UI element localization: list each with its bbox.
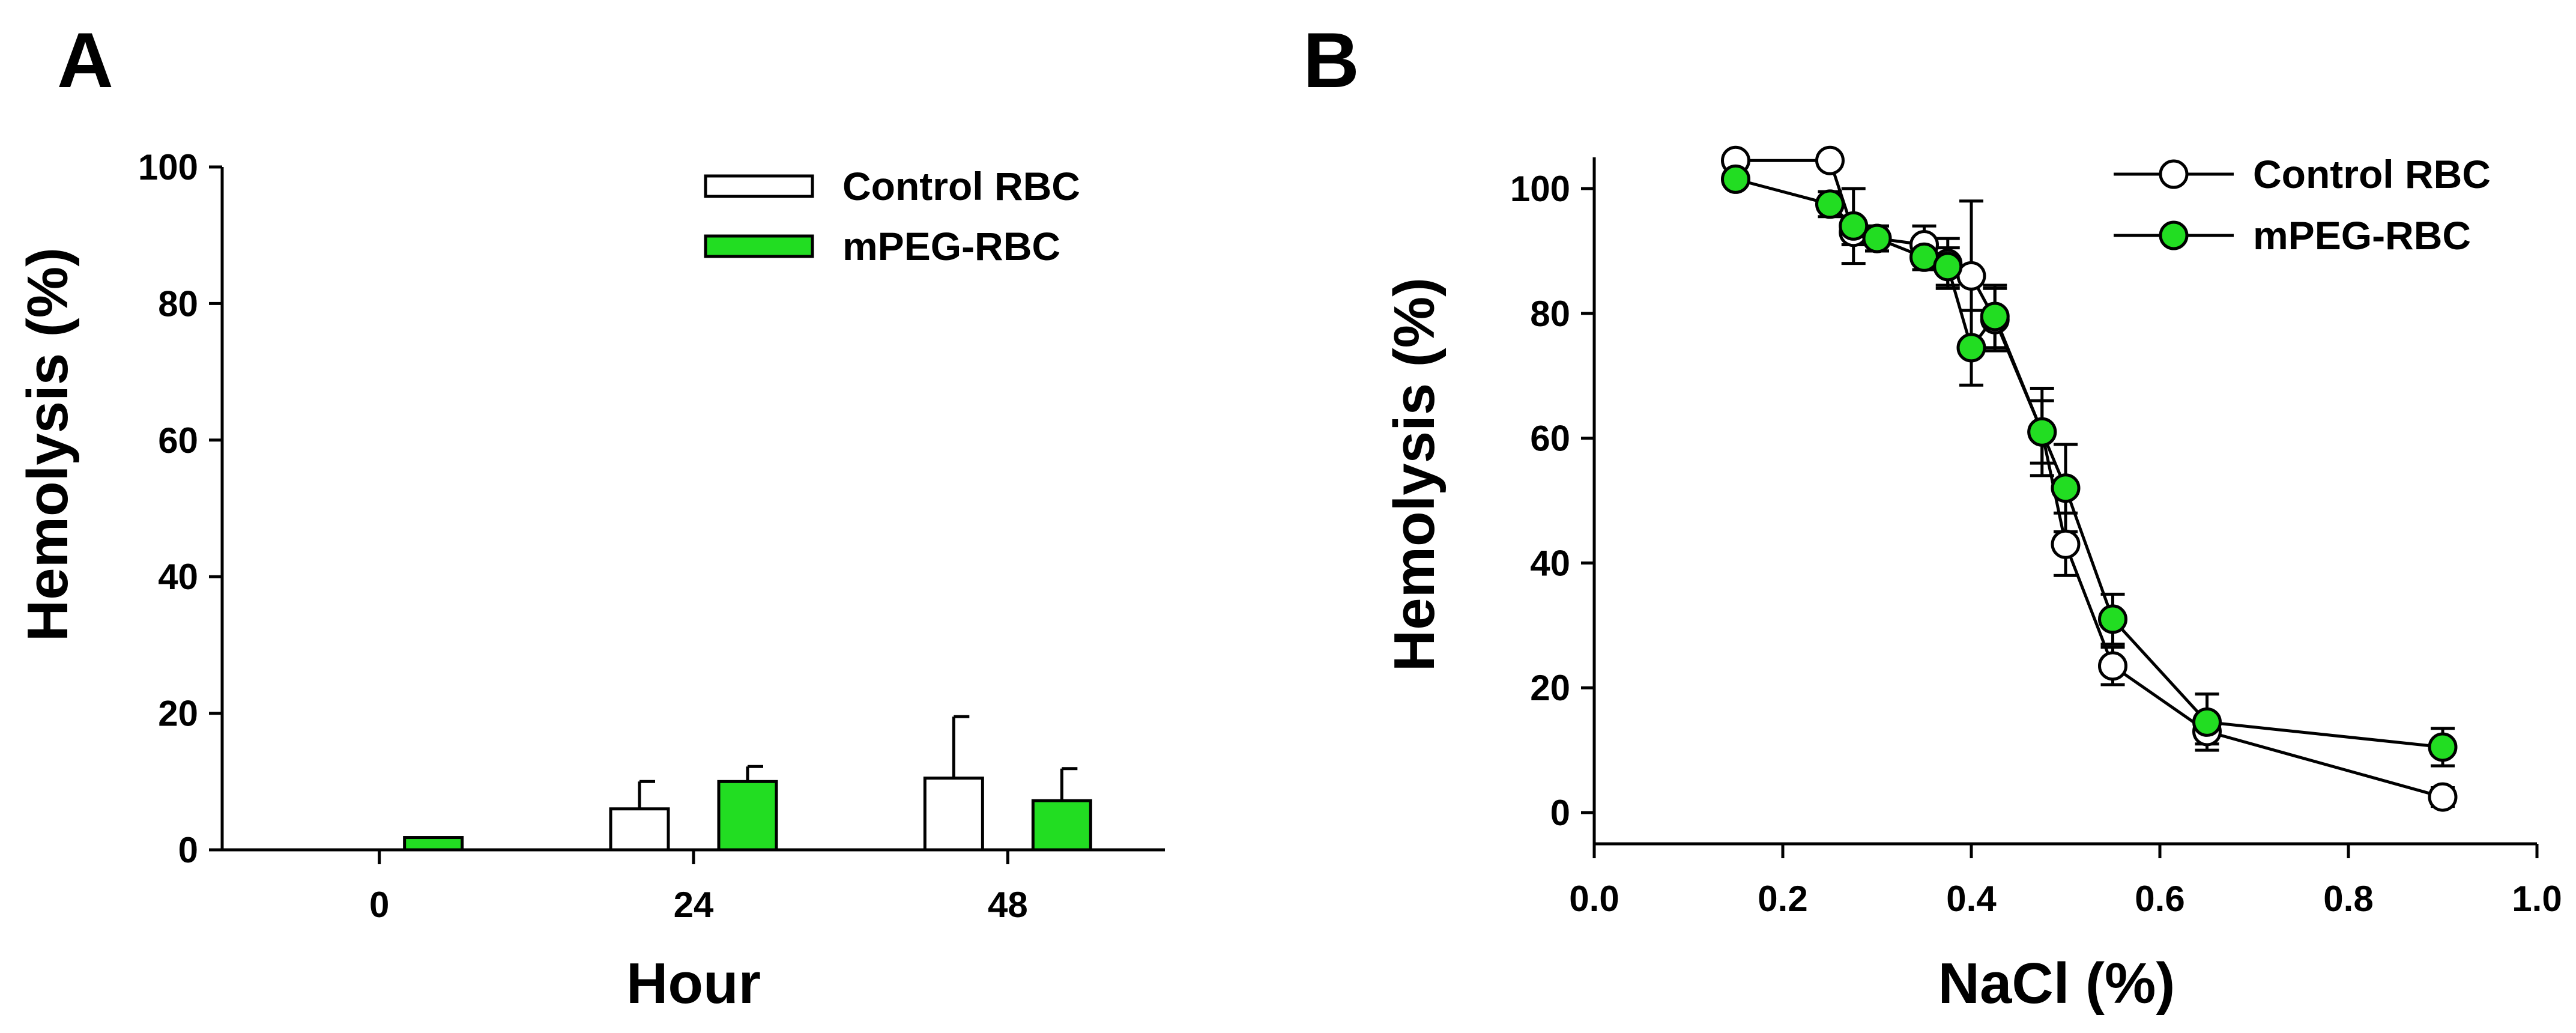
panel-a-legend-label: mPEG-RBC bbox=[842, 224, 1060, 268]
panel-b-y-tick-label: 80 bbox=[1530, 294, 1570, 334]
panel-b-point-mpeg bbox=[2192, 707, 2222, 737]
panel-b-legend-label: Control RBC bbox=[2253, 152, 2491, 196]
panel-b-point-control bbox=[2098, 651, 2127, 681]
panel-b-x-tick-label: 0.2 bbox=[1758, 879, 1807, 919]
panel-b-x-tick-label: 0.0 bbox=[1569, 879, 1619, 919]
panel-a-bar-control bbox=[923, 777, 984, 852]
panel-a-bar-mpeg bbox=[717, 780, 778, 852]
panel-b-legend-label: mPEG-RBC bbox=[2253, 213, 2471, 258]
panel-b-point-mpeg bbox=[2051, 473, 2081, 503]
panel-a-bar-mpeg bbox=[1031, 799, 1092, 852]
panel-a-y-tick-label: 40 bbox=[158, 557, 198, 597]
panel-a-y-tick-label: 20 bbox=[158, 694, 198, 734]
panel-b-point-mpeg bbox=[1862, 223, 1892, 253]
panel-a-y-tick-label: 80 bbox=[158, 283, 198, 324]
panel-b-x-tick-label: 0.6 bbox=[2135, 879, 2184, 919]
panel-b-point-control bbox=[2051, 529, 2081, 559]
panel-b-point-control bbox=[2428, 782, 2458, 812]
panel-b-legend-marker-mpeg bbox=[2159, 220, 2189, 250]
panel-b-point-mpeg bbox=[2428, 732, 2458, 762]
panel-a-y-tick-label: 0 bbox=[178, 830, 198, 870]
panel-a-letter: A bbox=[57, 16, 113, 104]
panel-a-bar-control bbox=[609, 807, 670, 852]
panel-a-xlabel: Hour bbox=[626, 951, 761, 1016]
panel-b-legend-marker-control bbox=[2159, 159, 2189, 189]
panel-b-ylabel: Hemolysis (%) bbox=[1382, 277, 1447, 671]
panel-b-y-tick-label: 40 bbox=[1530, 543, 1570, 583]
panel-b-plot: 0 20 40 60 80 100 0.0 0.2 0.4 0.6 0.8 1.0 Control RB… bbox=[1510, 145, 2562, 919]
panel-b-point-mpeg bbox=[2027, 417, 2057, 447]
panel-a-legend-swatch-control bbox=[704, 174, 814, 198]
panel-b-letter: B bbox=[1303, 16, 1359, 104]
panel-b-point-mpeg bbox=[1839, 211, 1869, 241]
panel-a-x-tick-label: 24 bbox=[674, 885, 714, 925]
panel-a-y-tick-label: 60 bbox=[158, 420, 198, 461]
panel-b-point-mpeg bbox=[2098, 604, 2127, 634]
panel-b-point-mpeg bbox=[1956, 333, 1986, 363]
panel-b-y-tick-label: 20 bbox=[1530, 668, 1570, 708]
panel-a-legend-swatch-mpeg bbox=[704, 234, 814, 258]
panel-b-y-tick-label: 60 bbox=[1530, 419, 1570, 459]
panel-b-point-mpeg bbox=[1721, 164, 1750, 194]
panel-b-x-tick-label: 0.8 bbox=[2323, 879, 2373, 919]
panel-b-y-tick-label: 100 bbox=[1510, 169, 1570, 209]
panel-b-point-control bbox=[1815, 145, 1845, 175]
panel-a-legend-label: Control RBC bbox=[842, 164, 1080, 208]
panel-a-plot: 0 20 40 60 80 100 0 24 48 Control RBC mPEG-RBC bbox=[138, 147, 1165, 925]
panel-b-point-mpeg bbox=[1815, 189, 1845, 219]
panel-a-x-tick-label: 48 bbox=[988, 885, 1028, 925]
panel-b-point-mpeg bbox=[1980, 301, 2010, 332]
panel-b-x-tick-label: 1.0 bbox=[2512, 879, 2562, 919]
panel-b-point-mpeg bbox=[1933, 252, 1963, 282]
panel-a-ylabel: Hemolysis (%) bbox=[16, 247, 80, 641]
panel-a-x-tick-label: 0 bbox=[369, 885, 389, 925]
panel-b-y-tick-label: 0 bbox=[1550, 793, 1570, 833]
panel-b-xlabel: NaCl (%) bbox=[1938, 951, 2175, 1016]
panel-a-y-tick-label: 100 bbox=[138, 147, 198, 187]
panel-a-bar-mpeg bbox=[403, 836, 464, 852]
panel-b-x-tick-label: 0.4 bbox=[1946, 879, 1997, 919]
